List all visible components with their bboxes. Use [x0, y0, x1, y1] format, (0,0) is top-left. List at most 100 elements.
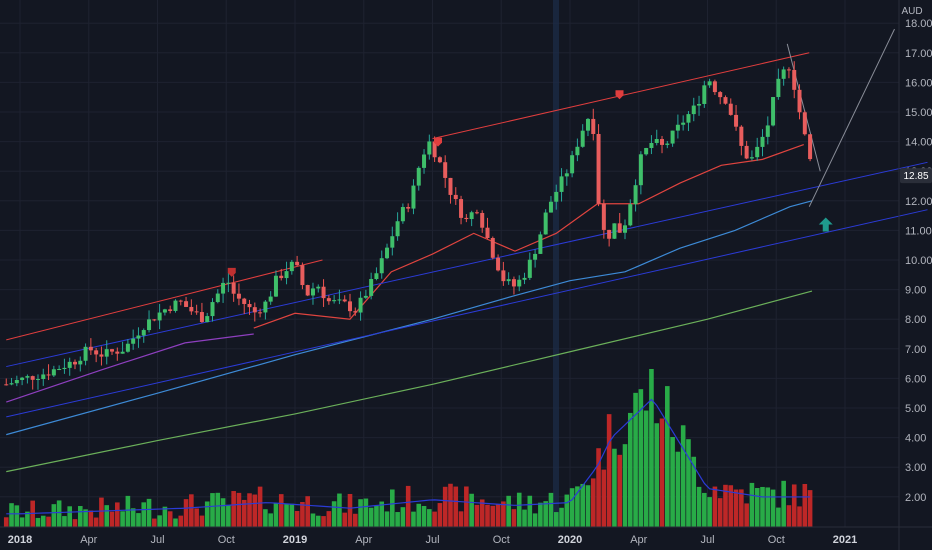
- candle-body: [157, 312, 162, 321]
- volume-bar: [125, 495, 131, 527]
- candle-body: [99, 354, 104, 357]
- x-tick-label: Jul: [150, 534, 164, 546]
- candle-body: [591, 118, 596, 134]
- candle-body: [707, 81, 712, 86]
- volume-bar: [490, 505, 496, 527]
- candle-body: [755, 146, 760, 158]
- candle-body: [633, 185, 638, 205]
- candle-body: [506, 279, 511, 282]
- candle-body: [14, 379, 19, 384]
- candle-body: [432, 141, 437, 158]
- volume-bar: [268, 513, 273, 527]
- up-arrow-shape: [818, 217, 833, 232]
- volume-bar: [294, 510, 300, 527]
- volume-bar: [553, 512, 559, 527]
- volume-bar: [580, 483, 585, 527]
- candle-body: [554, 191, 559, 202]
- candle-body: [110, 349, 115, 352]
- volume-bar: [707, 497, 712, 527]
- volume-bar: [659, 418, 665, 527]
- y-tick-label: 8.00: [905, 314, 926, 326]
- ma-blue: [6, 200, 813, 436]
- volume-bar: [130, 508, 136, 527]
- candle-body: [548, 201, 553, 213]
- volume-bar: [538, 502, 543, 527]
- volume-bar: [670, 437, 675, 527]
- time-axis[interactable]: 2018 Apr Jul Oct 2019 Apr Jul Oct 2020 Apr Jul Oct 2…: [8, 534, 857, 546]
- volume-bar: [723, 484, 728, 527]
- volume-bar: [210, 493, 215, 527]
- candle-body: [564, 173, 569, 177]
- volume-bar: [596, 448, 601, 527]
- volume-bar: [754, 488, 760, 527]
- candle-body: [353, 311, 358, 313]
- volume-bar: [506, 495, 511, 527]
- candle-body: [522, 277, 527, 280]
- candle-body: [654, 139, 659, 143]
- y-tick-label: 11.00: [905, 225, 932, 237]
- volume-bar: [247, 493, 252, 527]
- price-axis[interactable]: 18.0017.0016.0015.0014.0013.0012.0011.00…: [905, 18, 932, 504]
- volume-bar: [712, 486, 718, 527]
- x-tick-label: 2020: [558, 534, 582, 546]
- candle-body: [744, 145, 749, 159]
- candle-body: [760, 136, 765, 147]
- y-tick-label: 10.00: [905, 255, 932, 267]
- candle-body: [781, 69, 786, 79]
- volume-bar: [559, 507, 564, 527]
- volume-bar: [717, 498, 723, 527]
- volume-bar: [347, 493, 353, 527]
- candle-body: [305, 285, 310, 296]
- volume-bar: [337, 493, 342, 527]
- volume-bar: [368, 507, 374, 527]
- volume-bar: [40, 515, 46, 527]
- candle-body: [88, 346, 93, 351]
- volume-bar: [802, 483, 808, 527]
- volume-bar: [532, 513, 538, 527]
- volume-bar: [765, 487, 771, 527]
- candle-body: [242, 298, 247, 304]
- candle-body: [607, 229, 612, 239]
- volume-bar: [384, 511, 390, 527]
- candle-body: [559, 176, 564, 192]
- y-tick-label: 17.00: [905, 48, 932, 60]
- candle-body: [189, 306, 194, 312]
- candle-body: [601, 203, 606, 230]
- candle-body: [184, 301, 189, 307]
- volume-bar: [51, 504, 57, 527]
- candle-body: [379, 258, 384, 274]
- candle-body: [728, 103, 733, 115]
- volume-bar: [702, 492, 707, 527]
- candle-body: [749, 157, 754, 159]
- volume-bar: [19, 517, 25, 527]
- candle-body: [792, 69, 797, 90]
- candle-body: [226, 282, 231, 284]
- candle-body: [215, 293, 220, 303]
- candle-body: [30, 376, 35, 380]
- candle-body: [628, 204, 633, 226]
- volume-bar: [3, 517, 9, 527]
- candle-body: [649, 142, 654, 149]
- volume-bar: [776, 507, 781, 527]
- candle-body: [247, 303, 252, 308]
- candle-body: [321, 286, 326, 299]
- candlesticks: [4, 61, 813, 390]
- candle-body: [73, 361, 77, 365]
- currency-label: AUD: [901, 6, 922, 17]
- volume-bar: [289, 503, 295, 527]
- blue-channel-lower: [6, 209, 928, 418]
- volume-bar: [511, 509, 517, 527]
- candle-body: [776, 78, 781, 98]
- candle-body: [210, 302, 215, 317]
- candle-body: [104, 349, 109, 357]
- volume-bar: [442, 486, 448, 527]
- volume-bar: [99, 497, 104, 527]
- volume-bar: [273, 503, 279, 527]
- volume-bar: [46, 516, 51, 527]
- x-tick-label: 2019: [283, 534, 307, 546]
- candle-body: [263, 301, 268, 313]
- candle-body: [638, 154, 643, 186]
- candle-body: [474, 212, 479, 214]
- volume-bar: [569, 488, 575, 527]
